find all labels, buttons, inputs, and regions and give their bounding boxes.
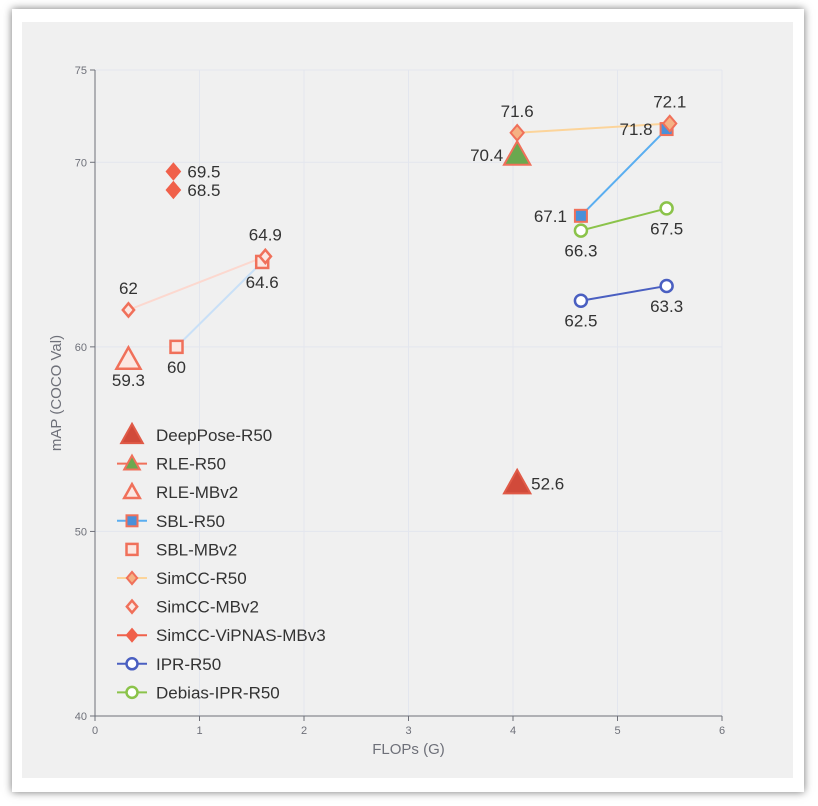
data-markers [114, 114, 678, 495]
axes: 0 1 2 3 4 5 6 40 50 60 70 75 [75, 65, 725, 737]
x-tick-label: 2 [301, 725, 307, 737]
x-tick-label: 1 [196, 725, 202, 737]
data-point[interactable] [573, 293, 589, 308]
x-tick-label: 3 [405, 725, 411, 737]
series-lines [128, 122, 670, 348]
data-label: 59.3 [112, 371, 145, 390]
x-tick-label: 0 [92, 725, 98, 737]
legend-label: IPR-R50 [156, 655, 221, 674]
data-point[interactable] [509, 123, 526, 142]
y-tick-label: 60 [75, 342, 87, 354]
data-label: 64.6 [246, 273, 279, 292]
series-line [580, 128, 668, 217]
legend-marker[interactable] [125, 657, 139, 671]
y-axis-title: mAP (COCO Val) [48, 335, 65, 451]
legend-item[interactable]: RLE-R50 [117, 453, 226, 474]
data-label: 63.3 [650, 297, 683, 316]
x-tick-label: 4 [510, 725, 516, 737]
series-line [128, 255, 266, 311]
series-line [517, 122, 670, 134]
data-point[interactable] [165, 162, 182, 181]
legend-label: SBL-MBv2 [156, 540, 237, 559]
data-point[interactable] [659, 201, 674, 216]
legend-item[interactable]: IPR-R50 [117, 655, 221, 674]
legend-label: Debias-IPR-R50 [156, 683, 280, 702]
x-tick-label: 6 [719, 725, 725, 737]
data-point[interactable] [165, 180, 182, 200]
legend-label: SimCC-MBv2 [156, 598, 259, 617]
data-point[interactable] [573, 208, 588, 223]
legend-label: SimCC-R50 [156, 569, 247, 588]
data-labels: 52.6 70.4 59.3 67.1 71.8 60 64.6 71.6 72.1 62 64.9… [112, 93, 686, 494]
data-label: 67.1 [534, 207, 567, 226]
chart-panel: 0 1 2 3 4 5 6 40 50 60 70 75 52.6 70.4 59.3 67.1 71.8 60… [22, 22, 793, 778]
legend-item[interactable]: DeepPose-R50 [119, 421, 272, 445]
legend-item[interactable]: SimCC-ViPNAS-MBv3 [117, 626, 326, 645]
legend-marker[interactable] [125, 542, 139, 557]
data-point[interactable] [169, 339, 184, 355]
y-tick-label: 75 [75, 65, 87, 77]
legend-marker[interactable] [125, 685, 139, 700]
legend-marker[interactable] [122, 453, 142, 471]
legend-marker[interactable] [122, 481, 142, 500]
legend-label: SBL-R50 [156, 512, 225, 531]
legend-marker[interactable] [125, 570, 139, 586]
x-axis-title: FLOPs (G) [372, 741, 445, 758]
data-label: 66.3 [564, 242, 597, 261]
legend-marker[interactable] [125, 627, 139, 643]
data-label: 72.1 [653, 93, 686, 112]
legend-label: SimCC-ViPNAS-MBv3 [156, 626, 326, 645]
y-tick-label: 50 [75, 526, 87, 538]
y-tick-label: 70 [75, 157, 87, 169]
legend[interactable]: DeepPose-R50 RLE-R50 RLE-MBv2 SBL-R50 SBL-MB… [117, 421, 326, 703]
data-point[interactable] [661, 114, 678, 133]
series-line [175, 261, 263, 348]
y-tick-label: 40 [75, 711, 87, 723]
legend-item[interactable]: SBL-MBv2 [125, 540, 238, 559]
scatter-chart: 0 1 2 3 4 5 6 40 50 60 70 75 52.6 70.4 59.3 67.1 71.8 60… [48, 65, 725, 758]
legend-label: RLE-MBv2 [156, 483, 238, 502]
data-label: 67.5 [650, 219, 683, 238]
data-point[interactable] [573, 223, 589, 238]
data-point[interactable] [502, 467, 533, 495]
data-point[interactable] [114, 344, 143, 371]
data-label: 71.8 [620, 120, 653, 139]
data-label: 70.4 [470, 146, 503, 165]
data-point[interactable] [258, 247, 273, 265]
legend-label: DeepPose-R50 [156, 426, 272, 445]
legend-label: RLE-R50 [156, 455, 226, 474]
data-label: 64.9 [249, 225, 282, 244]
legend-marker[interactable] [125, 598, 139, 615]
legend-marker[interactable] [125, 514, 139, 528]
data-label: 71.6 [501, 102, 534, 121]
data-point[interactable] [121, 301, 136, 319]
legend-item[interactable]: SimCC-MBv2 [125, 598, 259, 617]
legend-item[interactable]: SBL-R50 [117, 512, 225, 531]
legend-item[interactable]: Debias-IPR-R50 [117, 683, 280, 702]
chart-frame: 0 1 2 3 4 5 6 40 50 60 70 75 52.6 70.4 59.3 67.1 71.8 60… [12, 9, 804, 792]
data-label: 62 [119, 279, 138, 298]
legend-marker[interactable] [119, 421, 145, 445]
data-label: 52.6 [531, 474, 564, 493]
data-label: 60 [167, 358, 186, 377]
data-point[interactable] [502, 139, 533, 166]
data-label: 62.5 [564, 312, 597, 331]
x-tick-label: 5 [614, 725, 620, 737]
series-line [580, 207, 667, 232]
data-label: 68.5 [187, 181, 220, 200]
legend-item[interactable]: RLE-MBv2 [122, 481, 238, 502]
series-line [580, 284, 667, 302]
data-label: 69.5 [187, 163, 220, 182]
data-point[interactable] [659, 278, 674, 294]
legend-item[interactable]: SimCC-R50 [117, 569, 247, 588]
